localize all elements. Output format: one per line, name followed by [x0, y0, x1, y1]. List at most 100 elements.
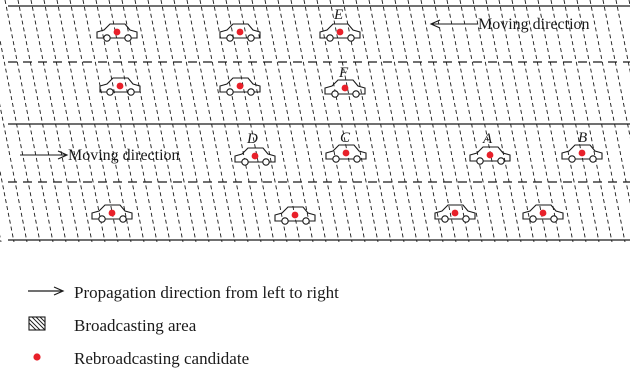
rebroadcasting-candidate-dot: [486, 151, 494, 159]
hatch-line: [95, 0, 145, 242]
hatch-line: [264, 0, 314, 242]
top-moving-direction-label: Moving direction: [478, 16, 590, 33]
car-d-label: D: [246, 131, 258, 147]
hatch-line: [459, 0, 509, 242]
hatch-line: [82, 0, 132, 242]
hatch-line: [56, 0, 106, 242]
road-diagram: E F D C A B Moving direction Moving direction: [0, 0, 630, 242]
bottom-moving-direction-label: Moving direction: [68, 147, 180, 164]
legend-propagation: Propagation direction from left to right: [0, 279, 630, 307]
broadcasting-area-hatching: [0, 0, 630, 242]
hatch-line: [368, 0, 418, 242]
hatch-line: [381, 0, 431, 242]
rebroadcasting-candidate-dot: [291, 211, 299, 219]
car-f: F: [324, 65, 366, 98]
rebroadcasting-candidate-dot: [113, 28, 121, 36]
hatch-line: [0, 234, 2, 242]
legend-propagation-text: Propagation direction from left to right: [74, 283, 339, 302]
car-d: D: [234, 131, 276, 166]
hatch-line: [225, 0, 275, 242]
hatch-line: [212, 0, 262, 242]
hatch-line: [43, 0, 93, 242]
car: [91, 204, 133, 223]
car-e-label: E: [333, 7, 343, 23]
legend-rebroadcasting-candidate: Rebroadcasting candidate: [0, 345, 630, 373]
hatch-line: [602, 0, 630, 139]
hatch-line: [524, 0, 574, 242]
car-f-label: F: [338, 65, 349, 81]
car: [434, 204, 476, 223]
car-e: E: [319, 7, 361, 42]
hatch-line: [186, 0, 236, 242]
car-a: A: [469, 131, 511, 165]
rebroadcasting-candidate-dot: [251, 152, 259, 160]
rebroadcasting-candidate-dot: [539, 209, 547, 217]
hatch-line: [69, 0, 119, 242]
rebroadcasting-candidate-dot: [342, 149, 350, 157]
car-a-label: A: [482, 131, 493, 147]
hatch-line: [147, 0, 197, 242]
car-b: B: [561, 130, 603, 163]
hatch-line: [342, 0, 392, 242]
hatch-line: [17, 0, 67, 242]
rebroadcasting-candidate-dot: [108, 209, 116, 217]
car: [96, 23, 138, 42]
red-dot-icon: [33, 353, 41, 361]
hatch-line: [0, 38, 41, 242]
hatch-line: [0, 103, 28, 242]
car-c-label: C: [340, 130, 351, 146]
hatch-line: [134, 0, 184, 242]
road-lines: [8, 5, 630, 241]
hatch-line: [30, 0, 80, 242]
hatch-line: [550, 0, 600, 242]
hatch-line: [290, 0, 340, 242]
hatch-line: [0, 169, 15, 242]
rebroadcasting-candidate-dot: [578, 149, 586, 157]
hatch-line: [420, 0, 470, 242]
hatched-box-icon: [28, 316, 46, 331]
hatch-line: [433, 0, 483, 242]
hatch-line: [303, 0, 353, 242]
hatch-line: [173, 0, 223, 242]
legend-rebroadcasting-candidate-text: Rebroadcasting candidate: [74, 349, 250, 368]
hatch-line: [407, 0, 457, 242]
hatch-line: [329, 0, 379, 242]
hatch-line: [498, 0, 548, 242]
hatch-line: [563, 0, 613, 242]
rebroadcasting-candidate-dot: [236, 28, 244, 36]
vehicles: E F D C A B: [91, 7, 603, 225]
hatch-line: [238, 0, 288, 242]
hatch-line: [615, 0, 630, 73]
hatch-line: [394, 0, 444, 242]
hatch-line: [576, 0, 626, 242]
hatch-line: [160, 0, 210, 242]
hatch-line: [537, 0, 587, 242]
legend-broadcasting-area: Broadcasting area: [0, 312, 630, 340]
hatch-line: [121, 0, 171, 242]
car: [219, 23, 261, 42]
hatch-line: [199, 0, 249, 242]
hatch-line: [277, 0, 327, 242]
hatch-line: [108, 0, 158, 242]
hatch-line: [355, 0, 405, 242]
hatch-line: [316, 0, 366, 242]
hatch-line: [485, 0, 535, 242]
rebroadcasting-candidate-dot: [116, 82, 124, 90]
hatch-line: [4, 0, 54, 242]
hatch-line: [251, 0, 301, 242]
rebroadcasting-candidate-dot: [236, 82, 244, 90]
car: [274, 206, 316, 225]
car-b-label: B: [578, 130, 587, 146]
rebroadcasting-candidate-dot: [341, 84, 349, 92]
hatch-line: [446, 0, 496, 242]
arrow-right-icon: [28, 286, 65, 296]
car: [219, 77, 261, 96]
top-direction-indicator: Moving direction: [429, 16, 590, 33]
legend-broadcasting-area-text: Broadcasting area: [74, 316, 197, 335]
rebroadcasting-candidate-dot: [451, 209, 459, 217]
hatch-line: [511, 0, 561, 242]
bottom-direction-indicator: Moving direction: [20, 147, 180, 164]
car-c: C: [325, 130, 367, 163]
car: [99, 77, 141, 96]
car: [522, 204, 564, 223]
